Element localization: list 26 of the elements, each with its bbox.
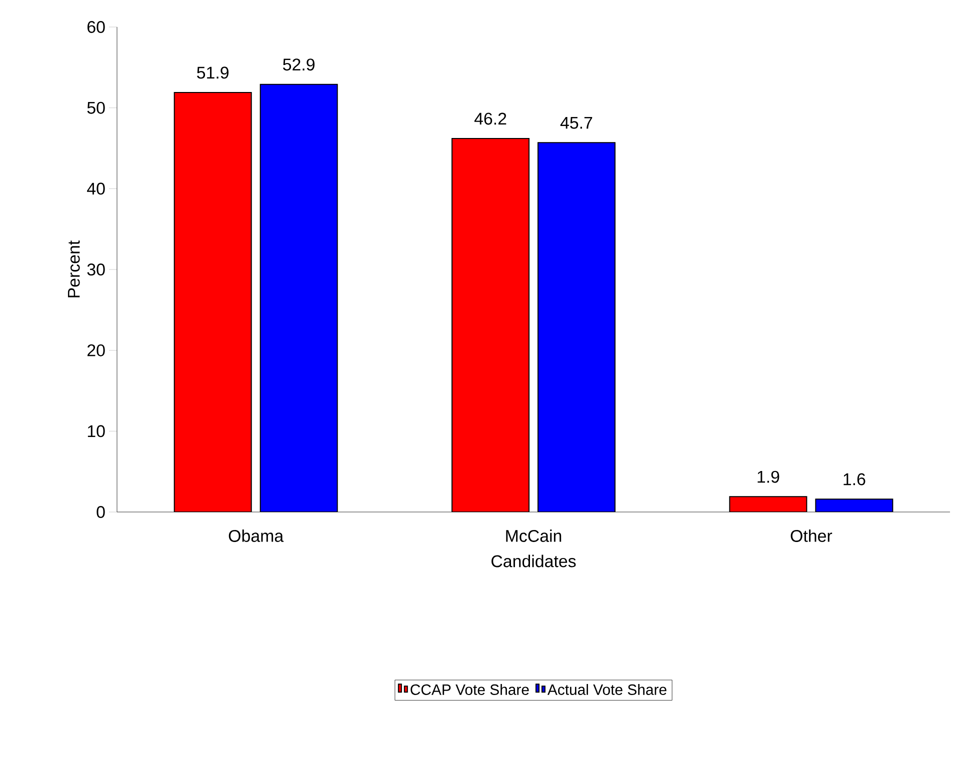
- legend-label: CCAP Vote Share: [410, 684, 529, 695]
- data-label: 46.2: [474, 112, 506, 125]
- data-label: 51.9: [197, 66, 229, 79]
- data-label: 1.9: [758, 470, 780, 483]
- bar: [729, 496, 808, 512]
- y-tick-label: 60: [88, 21, 105, 33]
- y-tick-label: 0: [96, 506, 105, 518]
- data-label: 1.6: [844, 473, 866, 486]
- y-axis-title: Percent: [68, 240, 80, 298]
- bar: [174, 92, 252, 512]
- bar: [260, 84, 338, 512]
- x-tick-label: Obama: [228, 530, 284, 542]
- y-tick-label: 40: [87, 182, 105, 195]
- y-tick-label: 30: [87, 264, 105, 276]
- bar: [538, 142, 616, 512]
- bar: [815, 498, 894, 512]
- bar: [452, 138, 530, 512]
- y-tick-label: 50: [87, 102, 105, 114]
- x-tick-label: McCain: [506, 530, 562, 542]
- y-tick-label: 20: [88, 344, 105, 356]
- legend-label: Actual Vote Share: [547, 684, 666, 695]
- y-tick-label: 10: [88, 425, 105, 438]
- x-tick-label: Other: [790, 530, 832, 542]
- x-axis-title: Candidates: [492, 554, 576, 568]
- data-label: 45.7: [560, 116, 592, 129]
- data-label: 52.9: [283, 58, 315, 71]
